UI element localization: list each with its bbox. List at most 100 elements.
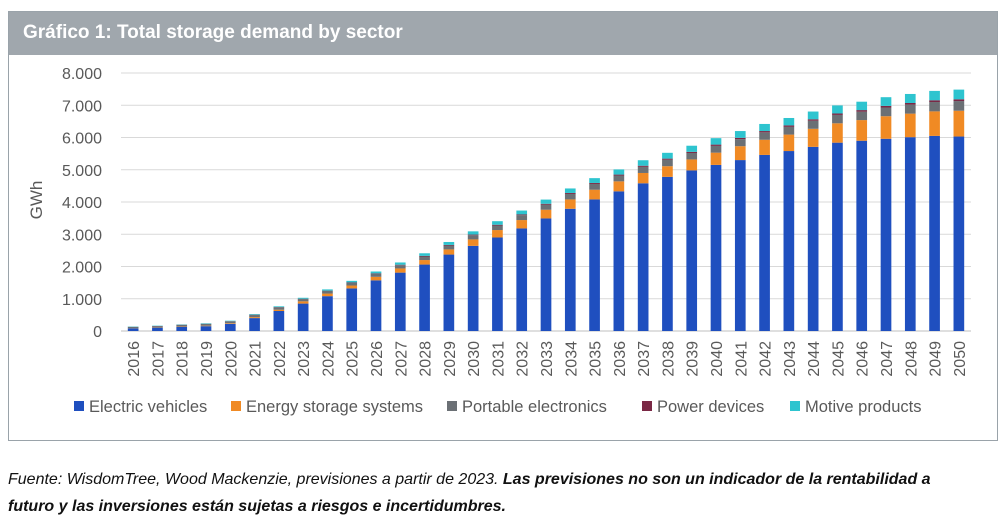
x-tick-label: 2032	[515, 341, 532, 377]
bar-segment	[662, 159, 673, 167]
bar-segment	[394, 265, 406, 269]
bar-segment	[759, 132, 770, 140]
x-tick-label: 2049	[928, 341, 945, 377]
y-tick-label: 6.000	[62, 131, 102, 148]
bar-segment	[249, 317, 260, 319]
bar-segment	[370, 276, 382, 281]
bar-segment	[904, 93, 916, 103]
y-tick-label: 5.000	[62, 163, 102, 180]
bar-segment	[346, 280, 358, 283]
bar-segment	[394, 272, 406, 331]
legend-swatch	[447, 401, 457, 411]
bar-segment	[783, 126, 795, 135]
bar-segment	[686, 170, 698, 331]
bar-segment	[710, 152, 722, 165]
bar-segment	[686, 159, 698, 171]
bar-segment	[929, 90, 940, 101]
bar-segment	[492, 237, 503, 331]
bar-segment	[856, 111, 868, 121]
x-tick-label: 2029	[442, 341, 459, 377]
bar-segment	[637, 166, 649, 173]
bar-segment	[516, 210, 528, 215]
chart-frame: Gráfico 1: Total storage demand by secto…	[8, 11, 998, 441]
footnote-source: Fuente: WisdomTree, Wood Mackenzie, prev…	[8, 471, 499, 488]
bar-segment	[224, 323, 236, 324]
bar-segment	[443, 249, 455, 255]
y-tick-label: 8.000	[62, 66, 102, 83]
x-tick-label: 2042	[758, 341, 775, 377]
bar-segment	[904, 104, 916, 114]
bar-segment	[297, 301, 309, 304]
bar-segment	[346, 285, 358, 289]
legend-swatch	[790, 401, 800, 411]
bar-segment	[904, 137, 916, 331]
x-tick-label: 2020	[223, 341, 240, 377]
bar-segment	[564, 193, 576, 200]
x-tick-label: 2022	[272, 341, 289, 377]
footnote-disclaimer: Las previsiones no son un indicador de l…	[8, 471, 931, 515]
bar-segment	[540, 203, 552, 205]
bar-segment	[783, 151, 795, 331]
legend-label: Motive products	[805, 398, 921, 416]
bar-segment	[443, 254, 455, 331]
bar-segment	[637, 183, 649, 331]
bar-segment	[686, 151, 698, 153]
bar-segment	[637, 172, 649, 184]
bar-segment	[832, 123, 843, 143]
bar-segment	[613, 175, 625, 182]
bar-segment	[297, 299, 309, 302]
x-tick-label: 2019	[199, 341, 216, 377]
bar-segment	[249, 318, 260, 331]
bar-segment	[734, 146, 746, 161]
x-tick-label: 2026	[369, 341, 386, 377]
legend-swatch	[642, 401, 652, 411]
bar-segment	[953, 136, 965, 331]
bar-segment	[419, 264, 430, 331]
bar-segment	[224, 321, 236, 324]
bar-segment	[734, 137, 746, 140]
bar-segment	[249, 315, 260, 318]
bar-segment	[662, 176, 673, 331]
bar-segment	[613, 174, 625, 176]
x-tick-label: 2050	[952, 341, 969, 377]
x-tick-label: 2017	[150, 341, 167, 377]
bar-segment	[783, 134, 795, 152]
bar-segment	[492, 221, 503, 225]
legend-swatch	[74, 401, 84, 411]
bar-segment	[370, 273, 382, 277]
x-tick-label: 2040	[709, 341, 726, 377]
x-tick-label: 2044	[806, 341, 823, 377]
stacked-bar-chart: 0 1.000 2.000 3.000 4.000 5.000 6.000 7.000 8.00…	[27, 66, 971, 416]
bar-segment	[394, 262, 406, 265]
x-tick-label: 2030	[466, 341, 483, 377]
bar-segment	[686, 152, 698, 160]
bar-segment	[419, 256, 430, 261]
x-tick-label: 2035	[588, 341, 605, 377]
bar-segment	[297, 297, 309, 299]
bar-segment	[832, 113, 843, 115]
bar-segment	[589, 183, 600, 190]
bar-segment	[249, 314, 260, 315]
bar-segment	[176, 326, 188, 331]
bar-segment	[929, 135, 940, 331]
bars	[127, 89, 965, 331]
bar-segment	[152, 326, 163, 328]
bar-segment	[880, 107, 892, 117]
bar-segment	[929, 102, 940, 112]
bar-segment	[953, 89, 965, 100]
x-tick-label: 2033	[539, 341, 556, 377]
bar-segment	[127, 326, 139, 329]
bar-segment	[492, 225, 503, 231]
bar-segment	[929, 111, 940, 136]
bar-segment	[540, 218, 552, 331]
bar-segment	[880, 116, 892, 139]
x-tick-label: 2024	[320, 341, 337, 377]
bar-segment	[370, 280, 382, 331]
bar-segment	[783, 117, 795, 126]
bar-segment	[152, 327, 163, 331]
bar-segment	[783, 125, 795, 127]
x-tick-label: 2025	[345, 341, 362, 377]
y-tick-label: 1.000	[62, 292, 102, 309]
y-tick-label: 0	[93, 324, 102, 341]
bar-segment	[589, 199, 600, 331]
